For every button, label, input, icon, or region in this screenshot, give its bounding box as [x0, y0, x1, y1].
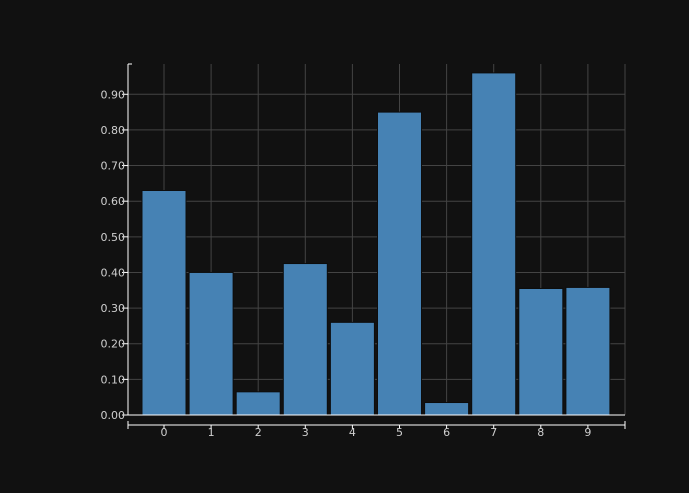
- y-tick-label: 0.30: [101, 302, 126, 315]
- x-tick-label: 4: [349, 426, 356, 439]
- x-tick-label: 0: [161, 426, 168, 439]
- y-tick-label: 0.00: [101, 409, 126, 422]
- bar-8: [518, 287, 564, 416]
- x-tick-label: 1: [208, 426, 215, 439]
- bars: [141, 72, 611, 416]
- x-tick-label: 6: [443, 426, 450, 439]
- y-tick-label: 0.50: [101, 231, 126, 244]
- bar-6: [424, 402, 470, 416]
- tick-labels: 0.00 0.10 0.20 0.30 0.40 0.50 0.60 0.70 0.80 0.90…: [101, 88, 592, 439]
- y-tick-label: 0.80: [101, 124, 126, 137]
- y-tick-label: 0.70: [101, 160, 126, 173]
- y-tick-label: 0.40: [101, 266, 126, 279]
- bar-5: [377, 111, 422, 416]
- axes: [122, 63, 626, 429]
- y-tick-label: 0.10: [101, 373, 126, 386]
- x-tick-label: 9: [584, 426, 591, 439]
- bar-7: [471, 72, 517, 416]
- bar-0: [141, 190, 187, 416]
- x-tick-label: 8: [537, 426, 544, 439]
- x-tick-label: 2: [255, 426, 262, 439]
- bar-3: [282, 263, 328, 416]
- y-tick-label: 0.20: [101, 338, 126, 351]
- y-tick-label: 0.90: [101, 88, 126, 101]
- x-tick-label: 7: [490, 426, 497, 439]
- bar-4: [329, 321, 375, 416]
- bar-9: [565, 286, 611, 416]
- y-tick-label: 0.60: [101, 195, 126, 208]
- x-tick-label: 5: [396, 426, 403, 439]
- bar-1: [188, 271, 234, 416]
- x-tick-label: 3: [302, 426, 309, 439]
- bar-2: [235, 391, 281, 416]
